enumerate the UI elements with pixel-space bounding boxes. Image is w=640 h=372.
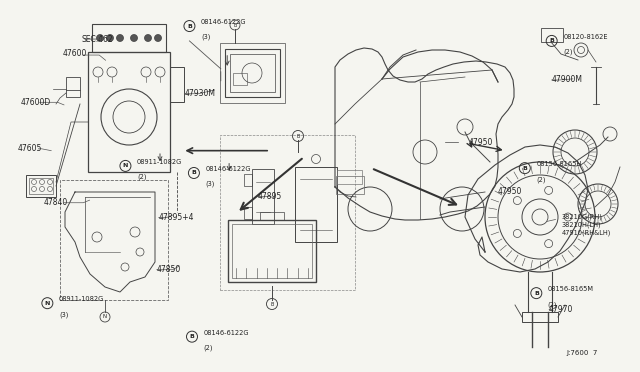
Text: SEC.462: SEC.462 xyxy=(82,35,113,44)
Bar xyxy=(230,54,275,92)
Text: 08120-8162E: 08120-8162E xyxy=(563,34,608,40)
Bar xyxy=(252,169,274,224)
Text: B: B xyxy=(189,334,195,339)
Text: N: N xyxy=(45,301,50,306)
Bar xyxy=(233,73,247,85)
Text: B: B xyxy=(534,291,539,296)
Text: 08911-1082G: 08911-1082G xyxy=(59,296,104,302)
Bar xyxy=(60,180,168,300)
Text: 08146-6122G: 08146-6122G xyxy=(201,19,246,25)
Bar xyxy=(228,220,316,282)
Text: 47600D: 47600D xyxy=(21,98,51,107)
Text: 47895+4: 47895+4 xyxy=(159,213,194,222)
Bar xyxy=(336,176,364,194)
Circle shape xyxy=(131,35,138,42)
Text: (2): (2) xyxy=(137,174,147,180)
Bar xyxy=(220,43,285,103)
Circle shape xyxy=(145,35,152,42)
Bar xyxy=(244,174,252,186)
Circle shape xyxy=(97,35,104,42)
Text: 47910(RH&LH): 47910(RH&LH) xyxy=(562,230,611,236)
Text: 47970: 47970 xyxy=(549,305,573,314)
Text: B: B xyxy=(296,134,300,138)
Bar xyxy=(170,67,184,102)
Text: 47840: 47840 xyxy=(44,198,68,207)
Bar xyxy=(88,52,170,172)
Circle shape xyxy=(106,35,113,42)
Text: 47900M: 47900M xyxy=(552,76,582,84)
Text: N: N xyxy=(103,314,107,320)
Bar xyxy=(26,175,56,197)
Text: (2): (2) xyxy=(548,301,557,308)
Text: 47850: 47850 xyxy=(157,265,181,274)
Bar xyxy=(244,207,252,219)
Text: 08156-8165H: 08156-8165H xyxy=(536,161,582,167)
Bar xyxy=(295,167,337,242)
Bar xyxy=(260,212,284,220)
Bar xyxy=(92,24,166,52)
Text: (2): (2) xyxy=(536,176,546,183)
Bar xyxy=(232,224,312,278)
Text: N: N xyxy=(123,163,128,169)
Bar xyxy=(225,49,280,97)
Text: 08146-6122G: 08146-6122G xyxy=(205,166,251,172)
Text: (2): (2) xyxy=(204,344,213,351)
Circle shape xyxy=(116,35,124,42)
Bar xyxy=(29,178,53,194)
Text: B: B xyxy=(549,38,554,44)
Bar xyxy=(66,77,80,97)
Text: 47950: 47950 xyxy=(469,138,493,147)
Text: J:7600  7: J:7600 7 xyxy=(566,350,598,356)
Text: B: B xyxy=(234,22,237,28)
Bar xyxy=(541,28,563,42)
Text: (3): (3) xyxy=(59,311,68,318)
Text: 38210H(LH): 38210H(LH) xyxy=(562,221,602,228)
Text: 47895: 47895 xyxy=(258,192,282,201)
Text: 08156-8165M: 08156-8165M xyxy=(548,286,594,292)
Bar xyxy=(220,135,355,290)
Text: 47605: 47605 xyxy=(18,144,42,153)
Text: 47930M: 47930M xyxy=(184,89,215,98)
Text: 08911-1082G: 08911-1082G xyxy=(137,159,182,165)
Bar xyxy=(522,312,558,322)
Text: 38210G(RH): 38210G(RH) xyxy=(562,213,603,220)
Text: B: B xyxy=(270,301,274,307)
Text: B: B xyxy=(191,170,196,176)
Text: 47950: 47950 xyxy=(497,187,522,196)
Text: (3): (3) xyxy=(201,34,211,41)
Bar xyxy=(337,170,362,184)
Text: (2): (2) xyxy=(563,49,573,55)
Text: 47600: 47600 xyxy=(63,49,87,58)
Circle shape xyxy=(154,35,161,42)
Text: B: B xyxy=(522,166,527,171)
Text: 08146-6122G: 08146-6122G xyxy=(204,330,249,336)
Text: (3): (3) xyxy=(205,181,215,187)
Text: B: B xyxy=(187,23,192,29)
